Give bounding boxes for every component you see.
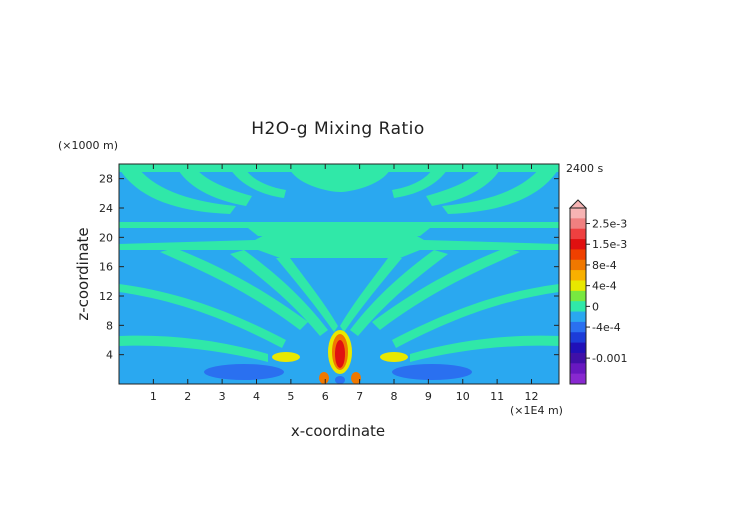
x-tick-label: 5 xyxy=(287,390,294,403)
arm-right-1 xyxy=(372,248,520,330)
colorbar-swatch xyxy=(570,311,586,323)
y-axis-ticks: 4 8 12 16 20 24 28 xyxy=(99,173,559,362)
mid-layer xyxy=(119,222,559,236)
y-axis-label: z-coordinate xyxy=(74,227,92,320)
heatmap-plot xyxy=(119,164,559,384)
colorbar-label: 8e-4 xyxy=(592,259,617,272)
colorbar-label: 1.5e-3 xyxy=(592,238,627,251)
colorbar-swatch xyxy=(570,280,586,292)
colorbar-swatch xyxy=(570,363,586,375)
x-tick-label: 2 xyxy=(184,390,191,403)
upper-band xyxy=(119,164,559,172)
arm-left-4 xyxy=(276,258,338,332)
arm-right-3 xyxy=(350,250,448,336)
arm-left-2 xyxy=(119,284,286,348)
upper-lobe-mid-left xyxy=(228,166,286,198)
y-tick-label: 16 xyxy=(99,261,113,274)
colorbar-swatch xyxy=(570,301,586,312)
colorbar-swatch xyxy=(570,228,586,240)
colorbar-swatch xyxy=(570,249,586,261)
colorbar-swatch xyxy=(570,332,586,343)
y-tick-label: 8 xyxy=(106,319,113,332)
colorbar-overflow-arrow xyxy=(568,199,588,209)
base-cell-core xyxy=(335,376,345,384)
colorbar-swatch xyxy=(570,352,586,364)
colorbar-label: -4e-4 xyxy=(592,321,621,334)
colorbar-swatch xyxy=(570,259,586,271)
colorbar-label: 0 xyxy=(592,300,599,313)
x-axis-label: x-coordinate xyxy=(291,422,385,440)
x-tick-label: 1 xyxy=(150,390,157,403)
zero-band-region xyxy=(119,164,559,362)
top-center-cap xyxy=(290,170,390,192)
upper-arc-right xyxy=(442,168,558,214)
arm-right-2 xyxy=(392,284,559,348)
near-surface-features xyxy=(204,330,472,384)
colorbar-swatch xyxy=(570,218,586,230)
colorbar-swatch xyxy=(570,270,586,281)
x-tick-label: 9 xyxy=(425,390,432,403)
y-tick-label: 4 xyxy=(106,349,113,362)
upper-lobe-mid-right xyxy=(392,166,450,198)
colorbar-label: 2.5e-3 xyxy=(592,218,627,231)
plot-frame xyxy=(118,163,560,385)
base-cell-right xyxy=(351,372,361,384)
x-tick-label: 12 xyxy=(525,390,539,403)
x-tick-label: 11 xyxy=(490,390,504,403)
colorbar-swatch xyxy=(570,373,586,385)
upper-arc-left xyxy=(120,168,236,214)
colorbar-swatch xyxy=(570,208,586,219)
arm-left-3 xyxy=(230,250,328,336)
time-label: 2400 s xyxy=(566,162,603,175)
arm-right-4 xyxy=(340,258,402,332)
x-tick-label: 3 xyxy=(219,390,226,403)
negative-cell-left xyxy=(204,364,284,380)
x-axis-unit: (×1E4 m) xyxy=(510,404,563,417)
low-band-right xyxy=(410,335,559,362)
colorbar-frame xyxy=(569,207,587,385)
x-tick-label: 8 xyxy=(391,390,398,403)
colorbar xyxy=(568,199,588,385)
negative-cell-right xyxy=(392,364,472,380)
x-axis-ticks: 1 2 3 4 5 6 7 8 9 10 11 12 xyxy=(150,164,539,403)
plume-core xyxy=(335,340,345,368)
x-tick-label: 6 xyxy=(322,390,329,403)
upper-lobe-left xyxy=(176,166,252,206)
low-band-left xyxy=(119,335,268,362)
center-bowl xyxy=(300,236,380,250)
x-tick-label: 4 xyxy=(253,390,260,403)
colorbar-swatch xyxy=(570,342,586,354)
colorbar-label: -0.001 xyxy=(592,352,627,365)
y-tick-label: 24 xyxy=(99,202,113,215)
x-tick-label: 7 xyxy=(356,390,363,403)
colorbar-label: 4e-4 xyxy=(592,280,617,293)
base-cell-left xyxy=(319,372,329,384)
chart-title: H2O-g Mixing Ratio xyxy=(251,119,425,139)
positive-cell-left xyxy=(272,352,300,362)
x-tick-label: 10 xyxy=(456,390,470,403)
upper-lobe-right xyxy=(426,166,502,206)
colorbar-labels: 2.5e-3 1.5e-3 8e-4 4e-4 0 -4e-4 -0.001 xyxy=(586,218,627,365)
y-axis-unit: (×1000 m) xyxy=(58,139,118,152)
arm-left-1 xyxy=(160,248,308,330)
y-tick-label: 28 xyxy=(99,173,113,186)
colorbar-swatch xyxy=(570,290,586,302)
colorbar-swatch xyxy=(570,239,586,250)
colorbar-swatch xyxy=(570,321,586,333)
positive-cell-right xyxy=(380,352,408,362)
y-tick-label: 20 xyxy=(99,231,113,244)
y-tick-label: 12 xyxy=(99,290,113,303)
